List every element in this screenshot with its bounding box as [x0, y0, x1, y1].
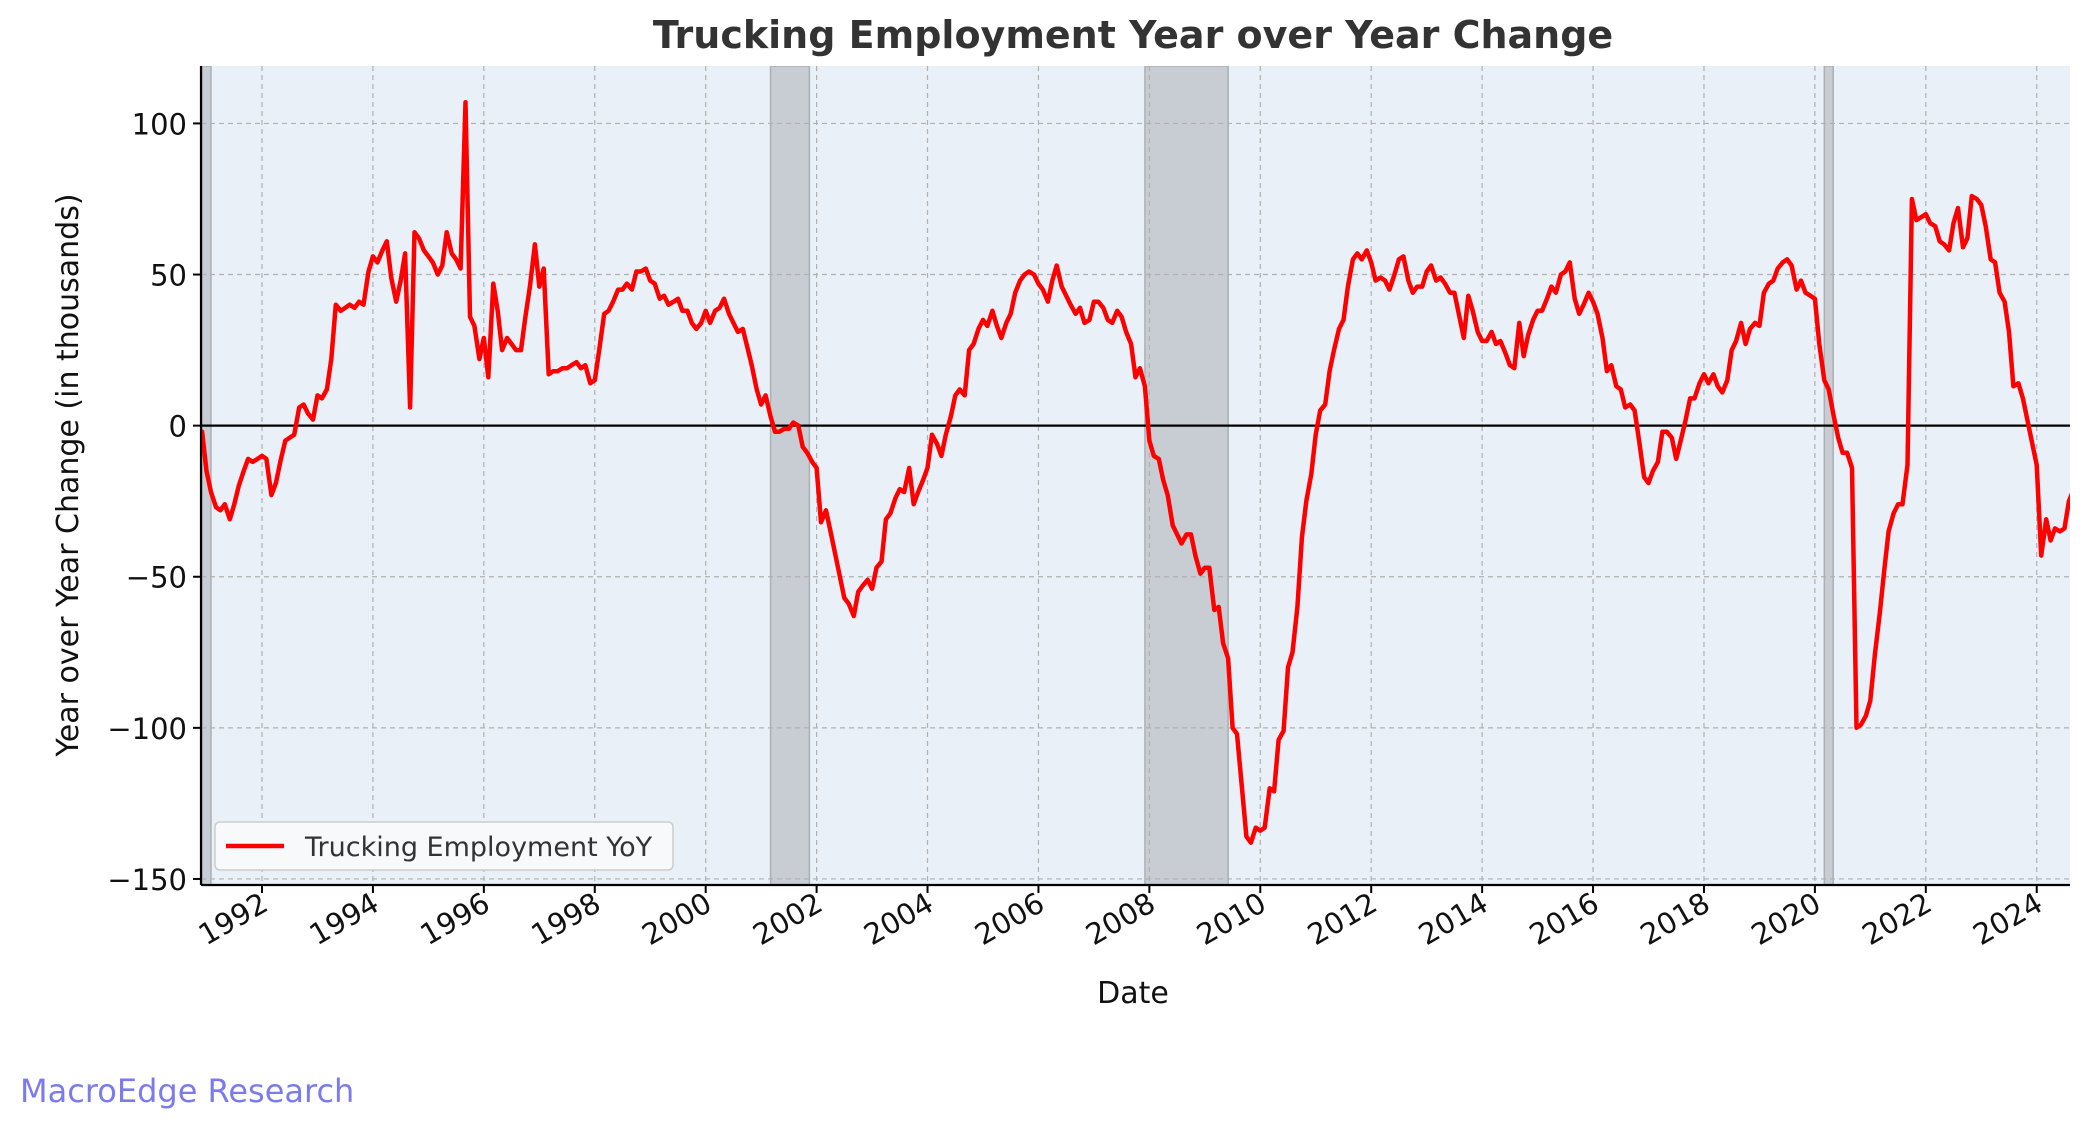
x-tick-label: 2022	[1856, 886, 1937, 952]
x-tick-label: 2020	[1745, 886, 1826, 952]
x-tick-label: 2012	[1302, 886, 1383, 952]
x-tick-label: 1992	[193, 886, 274, 952]
x-tick-label: 2010	[1191, 886, 1272, 952]
recession-band-1	[769, 66, 811, 885]
y-tick-label: 100	[132, 107, 187, 141]
x-tick-label: 2018	[1635, 886, 1716, 952]
x-axis-ticks: 1992 1994 1996 1998 2000 2002 2004 2006 2008 2010…	[193, 885, 2048, 952]
x-tick-label: 2024	[1967, 886, 2048, 952]
x-tick-label: 2002	[747, 886, 828, 952]
x-tick-label: 1994	[304, 886, 385, 952]
y-tick-label: −100	[107, 712, 187, 746]
recession-band-2	[1144, 66, 1229, 885]
x-tick-label: 2000	[636, 886, 717, 952]
plot-background	[201, 66, 2070, 885]
y-tick-label: −150	[107, 863, 187, 897]
x-tick-label: 2008	[1080, 886, 1161, 952]
x-tick-label: 2016	[1524, 886, 1605, 952]
chart-title: Trucking Employment Year over Year Chang…	[653, 13, 1613, 57]
x-tick-label: 2006	[969, 886, 1050, 952]
y-axis-ticks: 100 50 0 −50 −100 −150	[107, 107, 201, 897]
y-tick-label: −50	[126, 561, 187, 595]
y-tick-label: 0	[169, 410, 187, 444]
legend-entry-label: Trucking Employment YoY	[304, 832, 653, 863]
x-tick-label: 1998	[525, 886, 606, 952]
x-tick-label: 1996	[414, 886, 495, 952]
legend: Trucking Employment YoY	[214, 821, 674, 871]
legend-box	[214, 821, 674, 871]
y-tick-label: 50	[150, 259, 187, 293]
series-line-trucking-employment-yoy	[201, 100, 2070, 845]
recession-shading	[201, 66, 1834, 885]
y-axis-label: Year over Year Change (in thousands)	[51, 193, 86, 757]
recession-band-3	[1823, 66, 1834, 885]
x-tick-label: 2014	[1413, 886, 1494, 952]
x-axis-label: Date	[1097, 976, 1169, 1011]
watermark-text: MacroEdge Research	[20, 1072, 355, 1110]
x-tick-label: 2004	[858, 886, 939, 952]
